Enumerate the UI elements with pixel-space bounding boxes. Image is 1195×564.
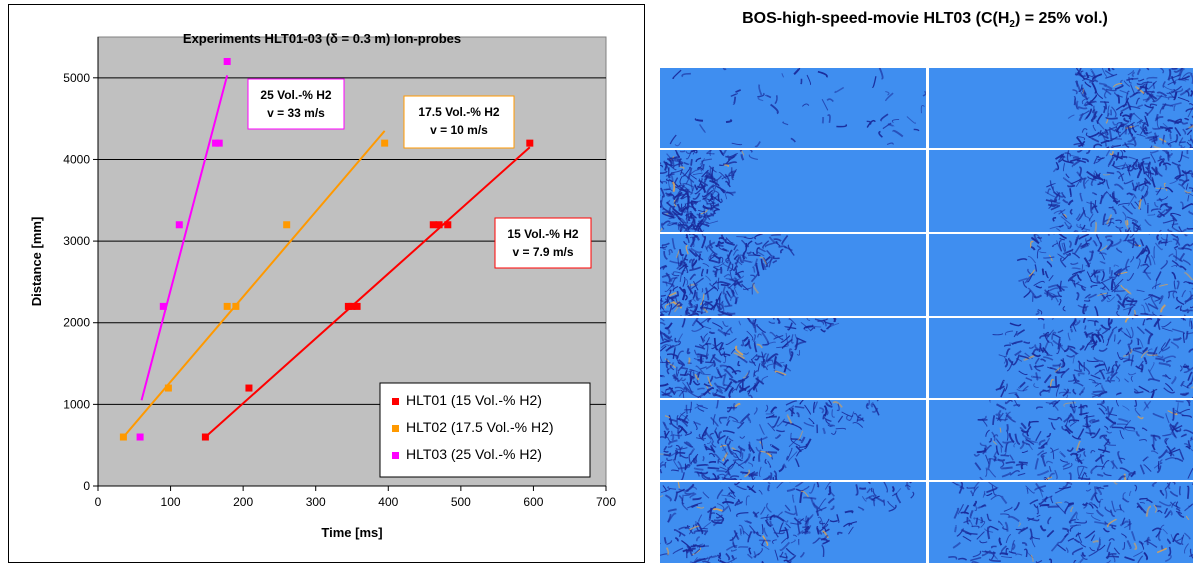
movie-frame-image: [929, 318, 1193, 398]
annotation-box-series-1: [403, 95, 515, 149]
point-series-1-2: [223, 302, 231, 310]
legend-box: [379, 382, 591, 478]
x-tick-label-7: 700: [596, 495, 616, 509]
point-series-2-1: [159, 302, 167, 310]
movie-frame: [660, 318, 926, 398]
point-series-0-7: [444, 221, 452, 229]
point-series-2-3: [212, 139, 220, 147]
point-series-1-5: [381, 139, 389, 147]
x-tick-label-0: 0: [95, 495, 102, 509]
movie-frame-image: [929, 68, 1193, 148]
annotation-line2-series-0: v = 7.9 m/s: [512, 245, 573, 259]
chart-title: Experiments HLT01-03 (δ = 0.3 m) Ion-pro…: [183, 31, 461, 46]
point-series-0-5: [429, 221, 437, 229]
point-series-0-2: [344, 302, 352, 310]
x-axis-label: Time [ms]: [321, 525, 382, 540]
annotation-line1-series-1: 17.5 Vol.-% H2: [418, 105, 499, 119]
fit-line-series-2: [140, 75, 229, 401]
legend-label-series-1: HLT02 (17.5 Vol.-% H2): [406, 419, 554, 435]
annotation-line2-series-2: v = 33 m/s: [267, 106, 325, 120]
movie-frame-image: [660, 234, 926, 316]
movie-frame-image: [660, 400, 926, 480]
legend-marker-series-0: [392, 398, 399, 405]
point-series-2-0: [136, 433, 144, 441]
point-series-1-4: [283, 221, 291, 229]
annotation-line1-series-2: 25 Vol.-% H2: [260, 88, 331, 102]
movie-frame-image: [660, 68, 926, 148]
point-series-0-8: [526, 139, 534, 147]
x-tick-label-6: 600: [523, 495, 543, 509]
movie-frame-image: [929, 482, 1193, 563]
y-tick-label-2: 2000: [63, 316, 90, 330]
movie-frame-image: [929, 400, 1193, 480]
movie-frame: [660, 482, 926, 563]
annotation-box-series-0: [494, 217, 592, 269]
movie-frame-image: [929, 234, 1193, 316]
movie-title-main: BOS-high-speed-movie HLT03 (C(H: [742, 10, 1010, 27]
movie-frame: [929, 318, 1193, 398]
movie-frame: [660, 400, 926, 480]
point-series-1-3: [232, 302, 240, 310]
y-tick-label-5: 5000: [63, 71, 90, 85]
x-tick-label-4: 400: [378, 495, 398, 509]
point-series-1-0: [119, 433, 127, 441]
point-series-2-5: [223, 57, 231, 65]
point-series-0-3: [348, 302, 356, 310]
annotation-line1-series-0: 15 Vol.-% H2: [507, 227, 578, 241]
annotation-line2-series-1: v = 10 m/s: [430, 123, 488, 137]
point-series-2-4: [215, 139, 223, 147]
y-tick-label-1: 1000: [63, 397, 90, 411]
movie-frame: [929, 234, 1193, 316]
movie-frame-image: [929, 150, 1193, 232]
y-tick-label-3: 3000: [63, 234, 90, 248]
movie-frame: [929, 150, 1193, 232]
y-axis-label: Distance [mm]: [29, 217, 44, 307]
point-series-0-0: [201, 433, 209, 441]
point-series-0-6: [435, 221, 443, 229]
chart-panel: 0 100 200 300 400 500 600 700 0 1000 2000 3000 4000 5…: [8, 4, 645, 563]
movie-title: BOS-high-speed-movie HLT03 (C(H2) = 25% …: [660, 10, 1190, 30]
x-tick-label-1: 100: [161, 495, 181, 509]
fit-line-series-0: [204, 146, 531, 438]
movie-title-subscript: 2: [1009, 19, 1015, 31]
movie-frame: [660, 68, 926, 148]
movie-frames-panel: [660, 68, 1193, 563]
point-series-0-4: [353, 302, 361, 310]
movie-frame: [660, 234, 926, 316]
y-tick-label-4: 4000: [63, 152, 90, 166]
movie-frame: [929, 68, 1193, 148]
legend-marker-series-1: [392, 425, 399, 432]
movie-title-end: ) = 25% vol.): [1014, 10, 1108, 27]
point-series-2-2: [175, 221, 183, 229]
legend-marker-series-2: [392, 452, 399, 459]
movie-frame-image: [660, 482, 926, 563]
movie-frame-image: [660, 150, 926, 232]
movie-frame: [660, 150, 926, 232]
chart-svg: 0 100 200 300 400 500 600 700 0 1000 2000 3000 4000 5…: [29, 31, 616, 540]
y-tick-label-0: 0: [83, 479, 90, 493]
x-tick-label-3: 300: [306, 495, 326, 509]
movie-frame-image: [660, 318, 926, 398]
movie-frame: [929, 482, 1193, 563]
x-tick-label-2: 200: [233, 495, 253, 509]
legend-label-series-0: HLT01 (15 Vol.-% H2): [406, 392, 542, 408]
movie-frame: [929, 400, 1193, 480]
point-series-0-1: [245, 384, 253, 392]
legend-label-series-2: HLT03 (25 Vol.-% H2): [406, 446, 542, 462]
annotation-box-series-2: [247, 78, 345, 130]
x-tick-label-5: 500: [451, 495, 471, 509]
point-series-1-1: [164, 384, 172, 392]
